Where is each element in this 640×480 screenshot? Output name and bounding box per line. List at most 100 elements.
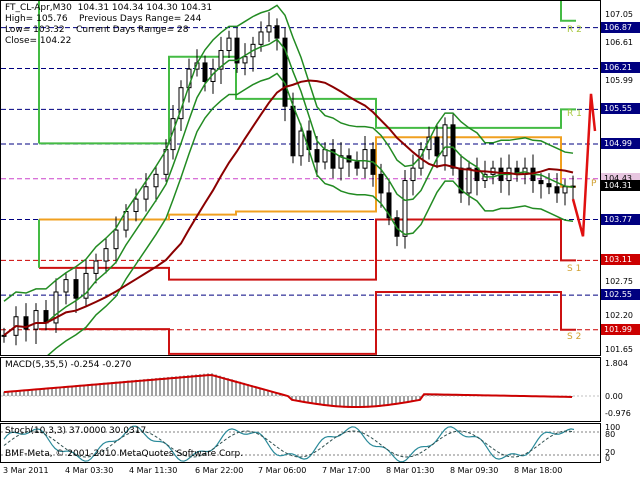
macd-label: MACD(5,35,5) -0.254 -0.270: [5, 360, 132, 370]
pivot-r1-line: [39, 55, 576, 145]
candle-body: [354, 161, 360, 169]
time-label: 8 Mar 09:30: [450, 466, 499, 475]
stoch-tick-100: 100: [605, 423, 621, 432]
candle-body: [362, 149, 368, 169]
time-label: 7 Mar 17:00: [322, 466, 371, 475]
bollinger-upper: [3, 4, 574, 302]
candle-body: [93, 260, 99, 274]
candle-body: [113, 229, 119, 250]
pivot-p-label: P: [591, 179, 597, 189]
low-range-line: Low= 103.32 Current Days Range= 28: [5, 25, 189, 35]
pivot-s1-label: S 1: [567, 264, 582, 274]
close-line: Close= 104.22: [5, 36, 72, 46]
candle-body: [234, 37, 240, 64]
candle-body: [554, 186, 560, 194]
time-axis[interactable]: 3 Mar 2011 4 Mar 03:30 4 Mar 11:30 6 Mar…: [0, 463, 640, 480]
macd-scale[interactable]: 1.804 0.00 -0.976: [601, 357, 640, 422]
candle-body: [338, 155, 344, 169]
pivot-r2-label: R 2: [567, 25, 582, 35]
stoch-scale[interactable]: 100 80 20 0: [601, 423, 640, 463]
price-tick: 101.65: [605, 344, 633, 354]
price-chart-svg: [1, 1, 600, 355]
price-level-tag: 106.21: [601, 62, 640, 74]
candle-body: [218, 50, 224, 70]
candle-body: [226, 37, 232, 52]
pivot-s2-label: S 2: [567, 332, 582, 342]
candle-body: [474, 167, 480, 182]
time-label: 4 Mar 11:30: [129, 466, 178, 475]
price-tick: 106.61: [605, 37, 633, 47]
candle-body: [466, 167, 472, 194]
price-level-tag: 103.77: [601, 213, 640, 225]
candle-body: [442, 124, 448, 157]
candle-body: [202, 62, 208, 82]
bollinger-mid: [3, 38, 574, 336]
bollinger-lower: [47, 72, 574, 355]
symbol-ohlc-line: FT_CL-Apr,M30 104.31 104.34 104.30 104.3…: [5, 3, 213, 13]
candle-body: [103, 248, 109, 262]
candle-body: [378, 173, 384, 194]
candle-body: [386, 192, 392, 219]
candle-body: [330, 149, 336, 169]
time-label: 6 Mar 22:00: [195, 466, 244, 475]
candle-body: [282, 37, 288, 107]
price-level-tag: 104.99: [601, 138, 640, 150]
price-tick: 107.05: [605, 10, 633, 20]
copyright-watermark: BMF-Meta, © 2001-2010 MetaQuotes Softwar…: [5, 449, 244, 459]
price-level-tag: 104.43: [601, 172, 640, 184]
candle-body: [266, 25, 272, 33]
candle-body: [314, 149, 320, 163]
candle-body: [83, 272, 89, 299]
candle-body: [210, 68, 216, 82]
price-scale[interactable]: 107.05 106.61 105.99 105.55 104.99 104.43104.…: [601, 0, 640, 356]
price-tick: 102.20: [605, 310, 633, 320]
time-label: 4 Mar 03:30: [65, 466, 114, 475]
time-label: 8 Mar 18:00: [514, 466, 563, 475]
price-level-tag: 105.55: [601, 103, 640, 115]
price-tick: 102.75: [605, 276, 633, 286]
pivot-p-line: [39, 136, 576, 221]
candle-body: [258, 31, 264, 45]
candle-body: [274, 25, 280, 39]
candle-body: [23, 316, 29, 330]
macd-tick-bottom: -0.976: [605, 409, 631, 418]
candle-body: [133, 198, 139, 213]
time-label: 8 Mar 01:30: [386, 466, 435, 475]
price-level-tag: 104.31: [601, 180, 640, 192]
stoch-signal-line: [3, 430, 575, 458]
candle-body: [170, 118, 176, 151]
pivot-r1-label: R 1: [567, 109, 582, 119]
stoch-label: Stoch(10,3,3) 37.0000 30.0317: [5, 426, 147, 436]
candle-body: [538, 180, 544, 185]
candle-body: [562, 186, 568, 194]
candle-body: [322, 149, 328, 163]
pivot-r2-line: [560, 1, 576, 22]
stoch-tick-80: 80: [605, 430, 616, 439]
moving-average-line: [3, 79, 574, 337]
stochastic-pane[interactable]: Stoch(10,3,3) 37.0000 30.0317 BMF-Meta, …: [0, 423, 601, 463]
candle-body: [153, 173, 159, 188]
candle-body: [410, 167, 416, 182]
price-level-tag: 102.55: [601, 289, 640, 301]
price-level-tag: 103.11: [601, 254, 640, 266]
pivot-s2-line: [39, 290, 576, 355]
time-label: 7 Mar 06:00: [258, 466, 307, 475]
candle-body: [33, 310, 39, 330]
price-level-tag: 106.87: [601, 21, 640, 33]
high-range-line: High= 105.76 Previous Days Range= 244: [5, 14, 202, 24]
candle-body: [73, 279, 79, 299]
price-level-tag: 101.99: [601, 323, 640, 335]
candle-body: [63, 279, 69, 293]
candle-body: [143, 186, 149, 200]
macd-tick-top: 1.804: [605, 359, 628, 368]
price-tick: 105.99: [605, 76, 633, 86]
pivot-s1-line: [39, 218, 576, 281]
stochastic-chart-svg: [1, 425, 600, 462]
candle-body: [402, 180, 408, 237]
stoch-tick-20: 20: [605, 448, 616, 457]
macd-tick-zero: 0.00: [605, 392, 623, 401]
macd-pane[interactable]: MACD(5,35,5) -0.254 -0.270: [0, 357, 601, 422]
main-price-pane[interactable]: FT_CL-Apr,M30 104.31 104.34 104.30 104.3…: [0, 0, 601, 356]
candle-body: [53, 291, 59, 324]
